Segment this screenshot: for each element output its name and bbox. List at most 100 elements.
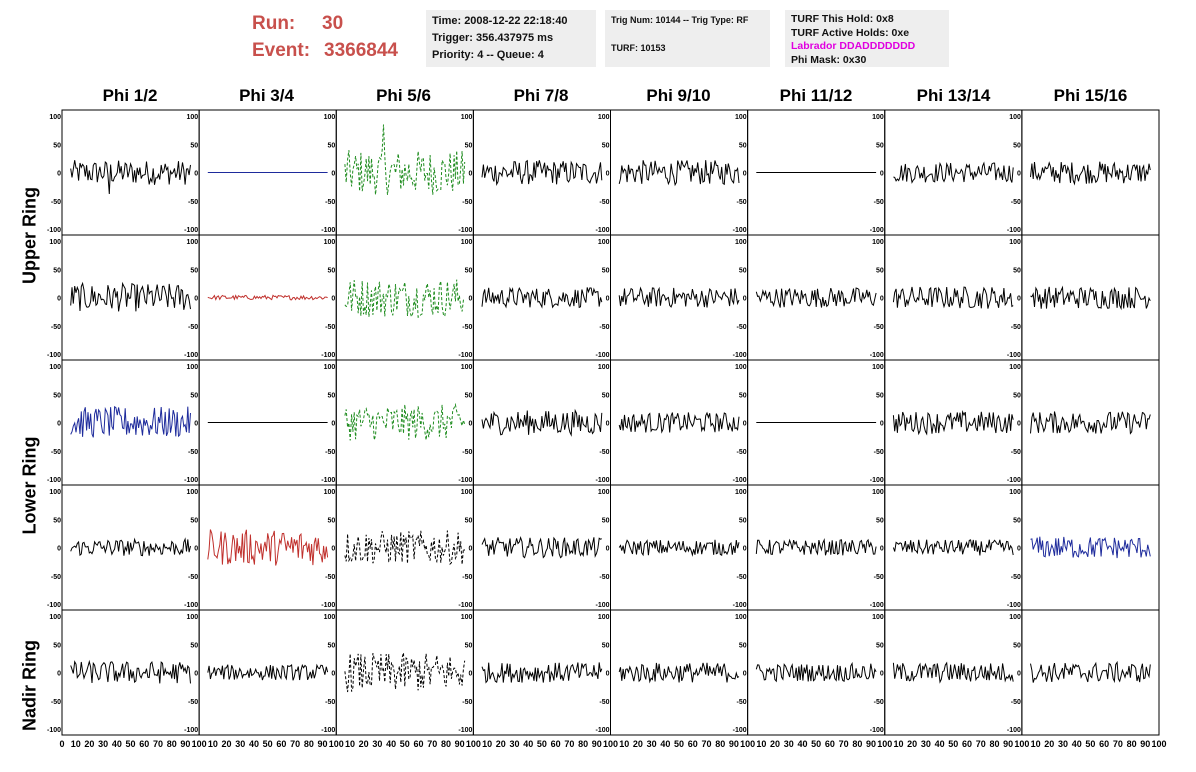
col-label-8: Phi 15/16: [1053, 86, 1128, 105]
waveform-trace: [892, 409, 1014, 436]
x-tick-label: 50: [1085, 739, 1095, 749]
run-event-box: Run: 30 Event: 3366844: [252, 10, 398, 64]
y-tick-label: 0: [57, 296, 61, 303]
y-tick-label: -50: [737, 449, 747, 456]
y-tick-label: 100: [49, 239, 61, 246]
y-tick-label: 50: [739, 267, 747, 274]
x-tick-label: 80: [167, 739, 177, 749]
waveform-trace: [481, 535, 602, 559]
waveform-trace: [618, 662, 740, 684]
y-tick-label: 50: [1013, 392, 1021, 399]
y-tick-label: 0: [468, 296, 472, 303]
y-tick-label: -50: [188, 199, 198, 206]
x-tick-label: 100: [1014, 739, 1029, 749]
y-tick-label: 100: [186, 239, 198, 246]
y-tick-label: -50: [1011, 324, 1021, 331]
y-tick-label: -50: [1011, 199, 1021, 206]
y-tick-label: 0: [194, 296, 198, 303]
y-tick-label: -100: [47, 227, 61, 234]
panel-frame: [472, 359, 611, 486]
y-tick-label: -50: [599, 699, 609, 706]
y-tick-label: 0: [1017, 546, 1021, 553]
y-tick-label: -50: [599, 324, 609, 331]
y-tick-label: 50: [53, 517, 61, 524]
time-info-box: Time: 2008-12-22 22:18:40 Trigger: 356.4…: [426, 10, 596, 67]
y-tick-label: 50: [53, 642, 61, 649]
x-tick-label: 50: [948, 739, 958, 749]
x-tick-label: 10: [756, 739, 766, 749]
y-tick-label: -50: [462, 199, 472, 206]
run-label: Run:: [252, 13, 296, 34]
waveform-trace: [207, 294, 328, 301]
trig-info-box: Trig Num: 10144 -- Trig Type: RF TURF: 1…: [605, 10, 770, 67]
x-tick-label: 80: [715, 739, 725, 749]
y-tick-label: -100: [321, 227, 335, 234]
y-tick-label: -100: [870, 727, 884, 734]
y-tick-label: 50: [876, 142, 884, 149]
x-tick-label: 100: [1151, 739, 1166, 749]
y-tick-label: 0: [606, 296, 610, 303]
col-label-2: Phi 3/4: [239, 86, 294, 105]
col-label-1: Phi 1/2: [102, 86, 158, 105]
x-tick-label: 0: [59, 739, 64, 749]
y-tick-label: -100: [47, 352, 61, 359]
x-tick-label: 20: [1044, 739, 1054, 749]
y-tick-label: 50: [602, 517, 610, 524]
y-tick-label: -100: [47, 602, 61, 609]
y-tick-label: 0: [1017, 421, 1021, 428]
waveform-trace: [618, 411, 740, 434]
y-tick-label: 100: [324, 364, 336, 371]
y-tick-label: 0: [57, 421, 61, 428]
y-tick-label: -50: [737, 324, 747, 331]
y-tick-label: 50: [327, 392, 335, 399]
y-tick-label: 50: [327, 517, 335, 524]
y-tick-label: 50: [1013, 642, 1021, 649]
x-tick-label: 30: [1058, 739, 1068, 749]
y-tick-label: 0: [331, 296, 335, 303]
x-tick-label: 20: [496, 739, 506, 749]
y-tick-label: 0: [880, 296, 884, 303]
y-tick-label: -50: [188, 574, 198, 581]
y-tick-label: 100: [49, 489, 61, 496]
x-tick-label: 40: [523, 739, 533, 749]
y-tick-label: -50: [874, 199, 884, 206]
y-tick-label: 0: [880, 546, 884, 553]
y-tick-label: 100: [872, 489, 884, 496]
y-tick-label: -50: [188, 449, 198, 456]
y-tick-label: 0: [468, 171, 472, 178]
y-tick-label: 100: [872, 239, 884, 246]
x-tick-label: 90: [592, 739, 602, 749]
y-tick-label: -50: [188, 324, 198, 331]
waveform-trace: [1030, 411, 1151, 435]
y-tick-label: -50: [325, 324, 335, 331]
time-text: Time: 2008-12-22 22:18:40: [432, 15, 568, 27]
x-tick-label: 80: [304, 739, 314, 749]
y-tick-label: -100: [733, 727, 747, 734]
y-tick-label: -100: [870, 227, 884, 234]
waveform-trace: [1030, 285, 1151, 311]
x-tick-label: 60: [139, 739, 149, 749]
panel-frame: [610, 609, 749, 736]
y-tick-label: 100: [598, 364, 610, 371]
y-tick-label: -100: [321, 477, 335, 484]
x-tick-label: 50: [126, 739, 136, 749]
y-tick-label: -100: [595, 727, 609, 734]
waveform-trace: [755, 537, 877, 556]
y-tick-label: 50: [465, 517, 473, 524]
y-tick-label: 0: [880, 671, 884, 678]
y-tick-label: -100: [184, 227, 198, 234]
y-tick-label: -50: [737, 699, 747, 706]
y-tick-label: 0: [194, 171, 198, 178]
turf-text: TURF: 10153: [611, 43, 666, 53]
y-tick-label: 0: [194, 421, 198, 428]
x-tick-label: 30: [784, 739, 794, 749]
y-tick-label: 0: [57, 671, 61, 678]
y-tick-label: 0: [194, 546, 198, 553]
y-tick-label: 0: [606, 421, 610, 428]
x-tick-label: 100: [740, 739, 755, 749]
y-tick-label: 100: [49, 614, 61, 621]
waveform-trace: [481, 286, 603, 309]
y-tick-label: -100: [733, 352, 747, 359]
x-tick-label: 40: [386, 739, 396, 749]
y-tick-label: 50: [876, 517, 884, 524]
